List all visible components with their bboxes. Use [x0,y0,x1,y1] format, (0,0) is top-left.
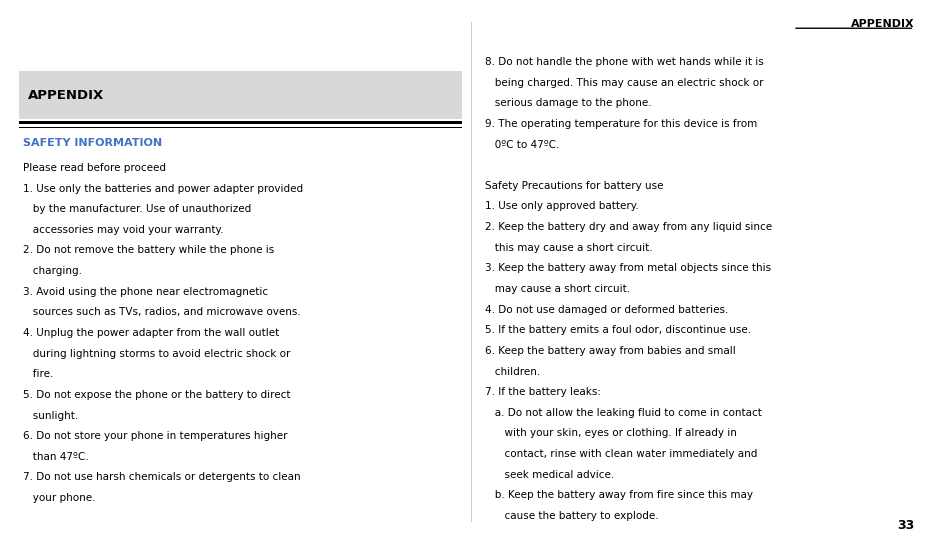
Text: 0ºC to 47ºC.: 0ºC to 47ºC. [485,140,560,149]
Text: SAFETY INFORMATION: SAFETY INFORMATION [23,138,162,148]
Text: 5. If the battery emits a foul odor, discontinue use.: 5. If the battery emits a foul odor, dis… [485,325,751,335]
Text: 6. Do not store your phone in temperatures higher: 6. Do not store your phone in temperatur… [23,431,287,441]
Text: 7. Do not use harsh chemicals or detergents to clean: 7. Do not use harsh chemicals or deterge… [23,472,301,482]
Text: than 47ºC.: than 47ºC. [23,452,89,462]
Text: cause the battery to explode.: cause the battery to explode. [485,511,659,521]
Bar [19,71,462,119]
Text: b. Keep the battery away from fire since this may: b. Keep the battery away from fire since… [485,490,753,500]
Text: 1. Use only approved battery.: 1. Use only approved battery. [485,201,639,211]
Text: fire.: fire. [23,369,54,379]
Text: being charged. This may cause an electric shock or: being charged. This may cause an electri… [485,78,763,87]
Text: seek medical advice.: seek medical advice. [485,470,615,479]
Text: serious damage to the phone.: serious damage to the phone. [485,98,652,108]
Bar [19,121,462,124]
Text: 8. Do not handle the phone with wet hands while it is: 8. Do not handle the phone with wet hand… [485,57,764,67]
Text: sources such as TVs, radios, and microwave ovens.: sources such as TVs, radios, and microwa… [23,307,301,317]
Text: your phone.: your phone. [23,493,96,503]
Bar [19,127,462,128]
Text: during lightning storms to avoid electric shock or: during lightning storms to avoid electri… [23,349,291,358]
Text: 4. Unplug the power adapter from the wall outlet: 4. Unplug the power adapter from the wal… [23,328,280,338]
Text: a. Do not allow the leaking fluid to come in contact: a. Do not allow the leaking fluid to com… [485,408,762,418]
Text: 33: 33 [898,519,914,532]
Text: by the manufacturer. Use of unauthorized: by the manufacturer. Use of unauthorized [23,204,252,214]
Text: 3. Avoid using the phone near electromagnetic: 3. Avoid using the phone near electromag… [23,287,269,296]
Text: 4. Do not use damaged or deformed batteries.: 4. Do not use damaged or deformed batter… [485,305,729,314]
Text: 9. The operating temperature for this device is from: 9. The operating temperature for this de… [485,119,758,129]
Text: 2. Keep the battery dry and away from any liquid since: 2. Keep the battery dry and away from an… [485,222,773,232]
Text: charging.: charging. [23,266,82,276]
Text: may cause a short circuit.: may cause a short circuit. [485,284,631,294]
Text: with your skin, eyes or clothing. If already in: with your skin, eyes or clothing. If alr… [485,428,737,438]
Text: children.: children. [485,367,540,376]
Text: 7. If the battery leaks:: 7. If the battery leaks: [485,387,601,397]
Text: 6. Keep the battery away from babies and small: 6. Keep the battery away from babies and… [485,346,736,356]
Text: 3. Keep the battery away from metal objects since this: 3. Keep the battery away from metal obje… [485,263,772,273]
Text: contact, rinse with clean water immediately and: contact, rinse with clean water immediat… [485,449,758,459]
Text: this may cause a short circuit.: this may cause a short circuit. [485,243,653,252]
Text: sunlight.: sunlight. [23,411,78,420]
Text: Safety Precautions for battery use: Safety Precautions for battery use [485,181,663,191]
Text: Please read before proceed: Please read before proceed [23,163,166,173]
Text: accessories may void your warranty.: accessories may void your warranty. [23,225,224,235]
Text: 2. Do not remove the battery while the phone is: 2. Do not remove the battery while the p… [23,245,274,255]
Text: APPENDIX: APPENDIX [851,19,914,29]
Text: APPENDIX: APPENDIX [28,89,104,102]
Text: 1. Use only the batteries and power adapter provided: 1. Use only the batteries and power adap… [23,184,303,193]
Text: 5. Do not expose the phone or the battery to direct: 5. Do not expose the phone or the batter… [23,390,291,400]
